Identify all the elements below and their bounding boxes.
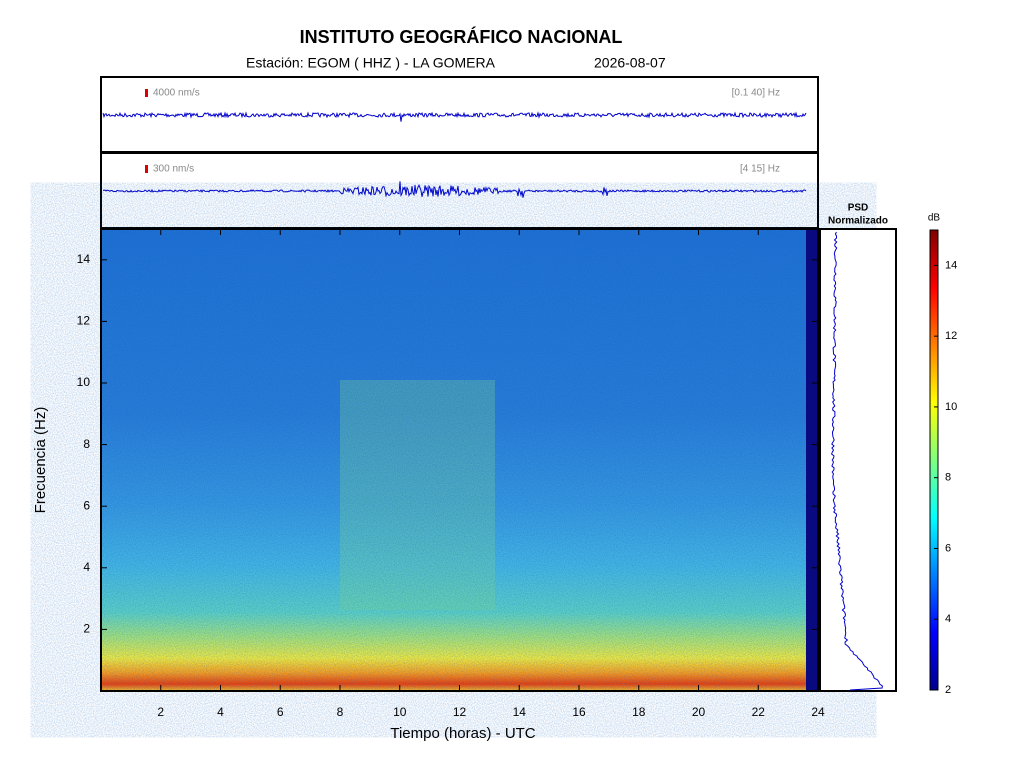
x-tick-label: 20 bbox=[692, 705, 706, 719]
colorbar-tick-label: 14 bbox=[945, 259, 957, 271]
y-axis-label: Frecuencia (Hz) bbox=[32, 407, 49, 514]
y-tick-label: 4 bbox=[83, 560, 90, 574]
colorbar-tick-label: 4 bbox=[945, 613, 951, 625]
y-tick-label: 14 bbox=[77, 252, 91, 266]
y-tick-label: 8 bbox=[83, 437, 90, 451]
colorbar-label: dB bbox=[928, 213, 941, 224]
y-tick-label: 2 bbox=[83, 622, 90, 636]
station: Estación: EGOM ( HHZ ) - LA GOMERA bbox=[246, 55, 496, 71]
x-tick-label: 24 bbox=[811, 705, 825, 719]
y-tick-label: 6 bbox=[83, 498, 90, 512]
band-label: [4 15] Hz bbox=[740, 164, 780, 175]
x-tick-label: 18 bbox=[632, 705, 646, 719]
psd-subtitle: Normalizado bbox=[828, 216, 888, 227]
date: 2026-08-07 bbox=[594, 55, 666, 71]
colorbar-tick-label: 8 bbox=[945, 472, 951, 484]
x-tick-label: 12 bbox=[453, 705, 467, 719]
scale-marker bbox=[145, 165, 148, 173]
colorbar-tick-label: 2 bbox=[945, 684, 951, 696]
x-tick-label: 10 bbox=[393, 705, 407, 719]
band-label: [0.1 40] Hz bbox=[732, 88, 780, 99]
spectrogram-texture bbox=[101, 229, 806, 691]
waveform bbox=[103, 181, 807, 198]
amplitude-label: 300 nm/s bbox=[153, 164, 194, 175]
waveform bbox=[102, 111, 807, 122]
x-tick-label: 4 bbox=[217, 705, 224, 719]
x-tick-label: 14 bbox=[513, 705, 527, 719]
psd-curve bbox=[831, 231, 883, 691]
x-tick-label: 2 bbox=[157, 705, 164, 719]
colorbar-tick-label: 12 bbox=[945, 330, 957, 342]
x-tick-label: 16 bbox=[572, 705, 586, 719]
spectrogram-gap bbox=[806, 229, 818, 691]
colorbar-tick-label: 6 bbox=[945, 542, 951, 554]
y-tick-label: 10 bbox=[77, 375, 91, 389]
psd-panel bbox=[819, 228, 897, 692]
x-tick-label: 8 bbox=[337, 705, 344, 719]
scale-marker bbox=[145, 89, 148, 97]
x-axis-label: Tiempo (horas) - UTC bbox=[390, 725, 535, 742]
y-tick-label: 12 bbox=[77, 314, 91, 328]
psd-title: PSD bbox=[848, 203, 869, 214]
title: INSTITUTO GEOGRÁFICO NACIONAL bbox=[300, 26, 623, 47]
colorbar bbox=[929, 229, 939, 691]
x-tick-label: 22 bbox=[752, 705, 766, 719]
colorbar-tick-label: 10 bbox=[945, 401, 957, 413]
amplitude-label: 4000 nm/s bbox=[153, 88, 200, 99]
x-tick-label: 6 bbox=[277, 705, 284, 719]
